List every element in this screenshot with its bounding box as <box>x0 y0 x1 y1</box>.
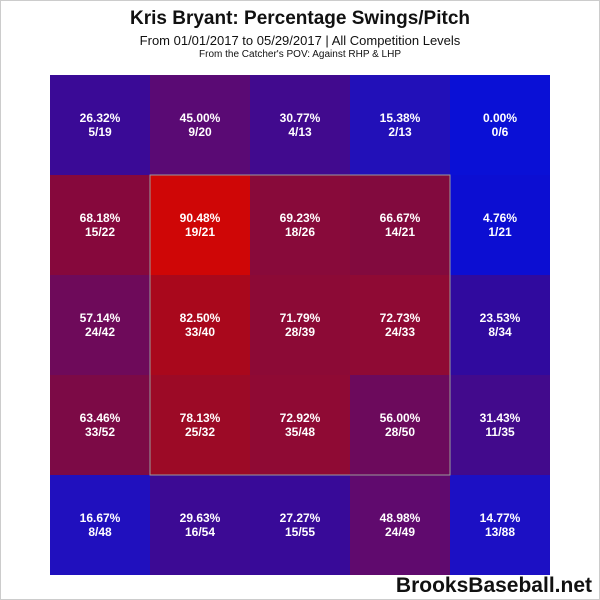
brooks-baseball-watermark: BrooksBaseball.net <box>395 574 592 597</box>
heatmap-cell <box>450 175 550 275</box>
cell-percentage-label: 57.14% <box>80 311 121 325</box>
cell-count-label: 24/42 <box>85 325 115 339</box>
cell-count-label: 5/19 <box>88 125 112 139</box>
cell-count-label: 8/48 <box>88 525 112 539</box>
heatmap-cell <box>150 175 250 275</box>
chart-title: Kris Bryant: Percentage Swings/Pitch <box>130 8 470 29</box>
heatmap-cell <box>350 475 450 575</box>
cell-percentage-label: 63.46% <box>80 411 121 425</box>
cell-count-label: 18/26 <box>285 225 315 239</box>
heatmap-cell <box>450 475 550 575</box>
strike-zone-outline <box>149 174 451 476</box>
heatmap-cell <box>50 275 150 375</box>
heatmap-cell <box>250 175 350 275</box>
cell-percentage-label: 29.63% <box>180 511 221 525</box>
cell-count-label: 8/34 <box>488 325 512 339</box>
heatmap-cell <box>350 175 450 275</box>
cell-count-label: 15/55 <box>285 525 315 539</box>
cell-count-label: 33/40 <box>185 325 215 339</box>
cell-count-label: 11/35 <box>485 425 515 439</box>
cell-percentage-label: 72.92% <box>280 411 321 425</box>
cell-percentage-label: 31.43% <box>480 411 521 425</box>
cell-count-label: 0/6 <box>492 125 509 139</box>
heatmap-cell <box>150 375 250 475</box>
heatmap-cell <box>250 375 350 475</box>
cell-percentage-label: 23.53% <box>480 311 521 325</box>
cell-percentage-label: 14.77% <box>480 511 521 525</box>
cell-percentage-label: 26.32% <box>80 111 121 125</box>
heatmap-cell <box>50 375 150 475</box>
cell-count-label: 13/88 <box>485 525 515 539</box>
heatmap-cell <box>350 375 450 475</box>
heatmap-cell <box>150 275 250 375</box>
cell-percentage-label: 69.23% <box>280 211 321 225</box>
heatmap-cell <box>450 75 550 175</box>
heatmap-cell <box>250 475 350 575</box>
heatmap-cell <box>50 475 150 575</box>
heatmap-cell <box>350 275 450 375</box>
cell-count-label: 35/48 <box>285 425 315 439</box>
cell-percentage-label: 78.13% <box>180 411 221 425</box>
cell-count-label: 28/39 <box>285 325 315 339</box>
heatmap-cell <box>50 175 150 275</box>
heatmap-cell <box>250 275 350 375</box>
heatmap-cell <box>450 375 550 475</box>
cell-percentage-label: 30.77% <box>280 111 321 125</box>
cell-count-label: 14/21 <box>385 225 415 239</box>
cell-percentage-label: 71.79% <box>280 311 321 325</box>
cell-percentage-label: 68.18% <box>80 211 121 225</box>
cell-count-label: 15/22 <box>85 225 115 239</box>
cell-percentage-label: 48.98% <box>380 511 421 525</box>
heatmap-cell <box>150 75 250 175</box>
cell-count-label: 33/52 <box>85 425 115 439</box>
cell-count-label: 24/33 <box>385 325 415 339</box>
cell-percentage-label: 82.50% <box>180 311 221 325</box>
cell-count-label: 9/20 <box>188 125 212 139</box>
chart-subtitle-pov: From the Catcher's POV: Against RHP & LH… <box>199 49 401 60</box>
cell-count-label: 16/54 <box>185 525 215 539</box>
cell-percentage-label: 90.48% <box>180 211 221 225</box>
cell-percentage-label: 27.27% <box>280 511 321 525</box>
cell-count-label: 1/21 <box>488 225 512 239</box>
cell-percentage-label: 0.00% <box>483 111 517 125</box>
cell-count-label: 19/21 <box>185 225 215 239</box>
cell-percentage-label: 72.73% <box>380 311 421 325</box>
cell-count-label: 25/32 <box>185 425 215 439</box>
cell-count-label: 28/50 <box>385 425 415 439</box>
heatmap-cell <box>350 75 450 175</box>
cell-count-label: 24/49 <box>385 525 415 539</box>
cell-count-label: 4/13 <box>288 125 312 139</box>
cell-percentage-label: 66.67% <box>380 211 421 225</box>
heatmap-cell <box>250 75 350 175</box>
heatmap-cell <box>150 475 250 575</box>
cell-count-label: 2/13 <box>388 125 412 139</box>
heatmap-cell <box>450 275 550 375</box>
cell-percentage-label: 15.38% <box>380 111 421 125</box>
cell-percentage-label: 56.00% <box>380 411 421 425</box>
heatmap-cell <box>50 75 150 175</box>
cell-percentage-label: 16.67% <box>80 511 121 525</box>
cell-percentage-label: 45.00% <box>180 111 221 125</box>
cell-percentage-label: 4.76% <box>483 211 517 225</box>
chart-subtitle: From 01/01/2017 to 05/29/2017 | All Comp… <box>139 33 461 48</box>
